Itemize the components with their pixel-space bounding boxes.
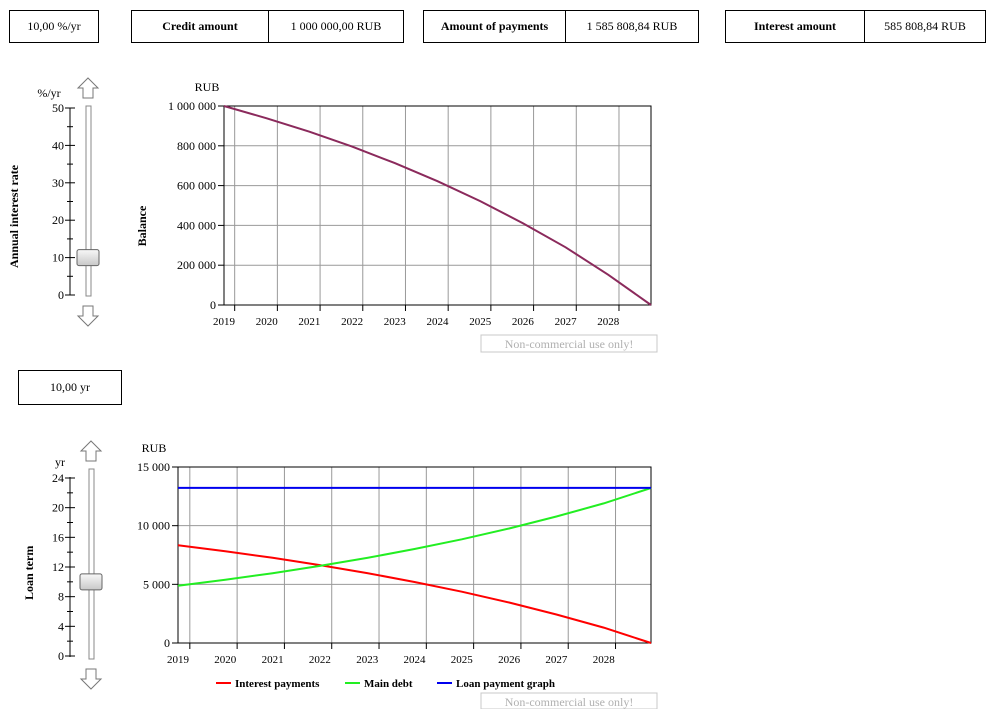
x-tick-label: 2021	[298, 316, 320, 328]
x-tick-label: 2020	[214, 654, 237, 666]
credit-amount-value: 1 000 000,00 RUB	[290, 19, 382, 33]
x-tick-label: 2027	[545, 654, 568, 666]
rate-decrease-arrow-icon[interactable]	[76, 305, 100, 327]
interest-amount-label: Interest amount	[726, 11, 865, 42]
slider-tick-label: 0	[58, 649, 64, 663]
balance-y-ticks: 0 200 000 400 000 600 000 800 000 1 000 000	[168, 99, 224, 312]
term-unit: yr	[55, 455, 65, 469]
rate-slider[interactable]: Annual interest rate %/yr 0 10 20 30 40 50	[7, 77, 100, 327]
slider-tick-label: 30	[52, 176, 64, 190]
interest-amount-value: 585 808,84 RUB	[884, 19, 966, 33]
x-tick-label: 2022	[341, 316, 363, 328]
balance-series	[223, 105, 652, 306]
x-tick-label: 2019	[213, 316, 236, 328]
x-tick-label: 2023	[356, 654, 379, 666]
watermark-box-2	[480, 692, 658, 709]
slider-tick-label: 20	[52, 213, 64, 227]
credit-amount-field: Credit amount 1 000 000,00 RUB	[131, 10, 404, 43]
payments-legend: Interest payments Main debt Loan payment g…	[216, 678, 555, 690]
term-track[interactable]	[88, 468, 95, 660]
watermark-1: Non-commercial use only!	[505, 337, 634, 351]
y-tick-label: 5 000	[143, 577, 170, 591]
payments-amount-label: Amount of payments	[424, 11, 566, 42]
y-tick-label: 200 000	[177, 258, 216, 272]
balance-ylabel: Balance	[135, 205, 149, 246]
slider-tick-label: 0	[58, 288, 64, 302]
balance-x-ticks: 2019 2020 2021 2022 2023 2024 2025 2026 2027 2028	[213, 305, 620, 328]
payments-unit: RUB	[142, 441, 167, 455]
rate-unit: %/yr	[37, 86, 60, 100]
y-tick-label: 15 000	[137, 460, 170, 474]
series-line-1	[223, 105, 652, 306]
x-tick-label: 2022	[309, 654, 331, 666]
term-slider[interactable]: Loan term yr 0 4 8 12 16 20 24	[22, 440, 103, 690]
slider-tick-label: 4	[58, 619, 64, 633]
term-increase-arrow-icon[interactable]	[79, 440, 103, 462]
y-tick-label: 10 000	[137, 519, 170, 533]
legend-label: Loan payment graph	[456, 678, 555, 690]
y-tick-label: 1 000 000	[168, 99, 216, 113]
x-tick-label: 2021	[262, 654, 284, 666]
payments-x-ticks: 2019 2020 2021 2022 2023 2024 2025 2026 2027 2028	[167, 643, 617, 666]
series-line-2	[177, 487, 652, 587]
x-tick-label: 2024	[427, 316, 450, 328]
x-tick-label: 2026	[498, 654, 521, 666]
watermark-box-1	[480, 334, 658, 353]
series-line-1	[177, 544, 652, 644]
rate-slider-label: Annual interest rate	[7, 164, 21, 268]
slider-tick-label: 20	[52, 501, 64, 515]
y-tick-label: 0	[210, 298, 216, 312]
balance-chart: Balance RUB 0 200 000 400 000 600 000 800 00…	[135, 80, 658, 353]
slider-tick-label: 8	[58, 590, 64, 604]
rate-thumb[interactable]	[76, 249, 100, 267]
x-tick-label: 2028	[593, 654, 616, 666]
y-tick-label: 800 000	[177, 139, 216, 153]
x-tick-label: 2025	[451, 654, 474, 666]
balance-grid	[224, 106, 651, 305]
x-tick-label: 2024	[404, 654, 427, 666]
slider-tick-label: 12	[52, 560, 64, 574]
term-display: 10,00 yr	[18, 370, 122, 405]
rate-increase-arrow-icon[interactable]	[76, 77, 100, 99]
x-tick-label: 2020	[256, 316, 279, 328]
slider-tick-label: 10	[52, 251, 64, 265]
x-tick-label: 2027	[555, 316, 578, 328]
payments-amount-field: Amount of payments 1 585 808,84 RUB	[423, 10, 699, 43]
y-tick-label: 0	[164, 636, 170, 650]
term-ticks: 0 4 8 12 16 20 24	[52, 471, 75, 663]
payments-plot-frame	[177, 466, 652, 644]
term-slider-label: Loan term	[22, 546, 36, 600]
rate-track[interactable]	[85, 105, 92, 297]
slider-tick-label: 16	[52, 530, 64, 544]
term-decrease-arrow-icon[interactable]	[79, 668, 103, 690]
credit-amount-label: Credit amount	[132, 11, 269, 42]
y-tick-label: 400 000	[177, 218, 216, 232]
payments-amount-value: 1 585 808,84 RUB	[586, 19, 678, 33]
balance-unit: RUB	[195, 80, 220, 94]
legend-label: Interest payments	[235, 678, 320, 690]
payments-grid	[178, 467, 651, 643]
watermark-2: Non-commercial use only!	[505, 695, 634, 709]
x-tick-label: 2019	[167, 654, 190, 666]
interest-amount-field: Interest amount 585 808,84 RUB	[725, 10, 986, 43]
x-tick-label: 2023	[384, 316, 407, 328]
slider-tick-label: 24	[52, 471, 64, 485]
x-tick-label: 2026	[512, 316, 535, 328]
slider-tick-label: 40	[52, 138, 64, 152]
rate-ticks: 0 10 20 30 40 50	[52, 101, 75, 302]
payments-series	[177, 486, 652, 644]
x-tick-label: 2028	[597, 316, 620, 328]
balance-plot-frame	[223, 105, 652, 306]
term-thumb[interactable]	[79, 573, 103, 591]
slider-tick-label: 50	[52, 101, 64, 115]
rate-display: 10,00 %/yr	[9, 10, 99, 43]
legend-label: Main debt	[364, 678, 413, 690]
y-tick-label: 600 000	[177, 179, 216, 193]
x-tick-label: 2025	[469, 316, 492, 328]
payments-y-ticks: 0 5 000 10 000 15 000	[137, 460, 178, 650]
